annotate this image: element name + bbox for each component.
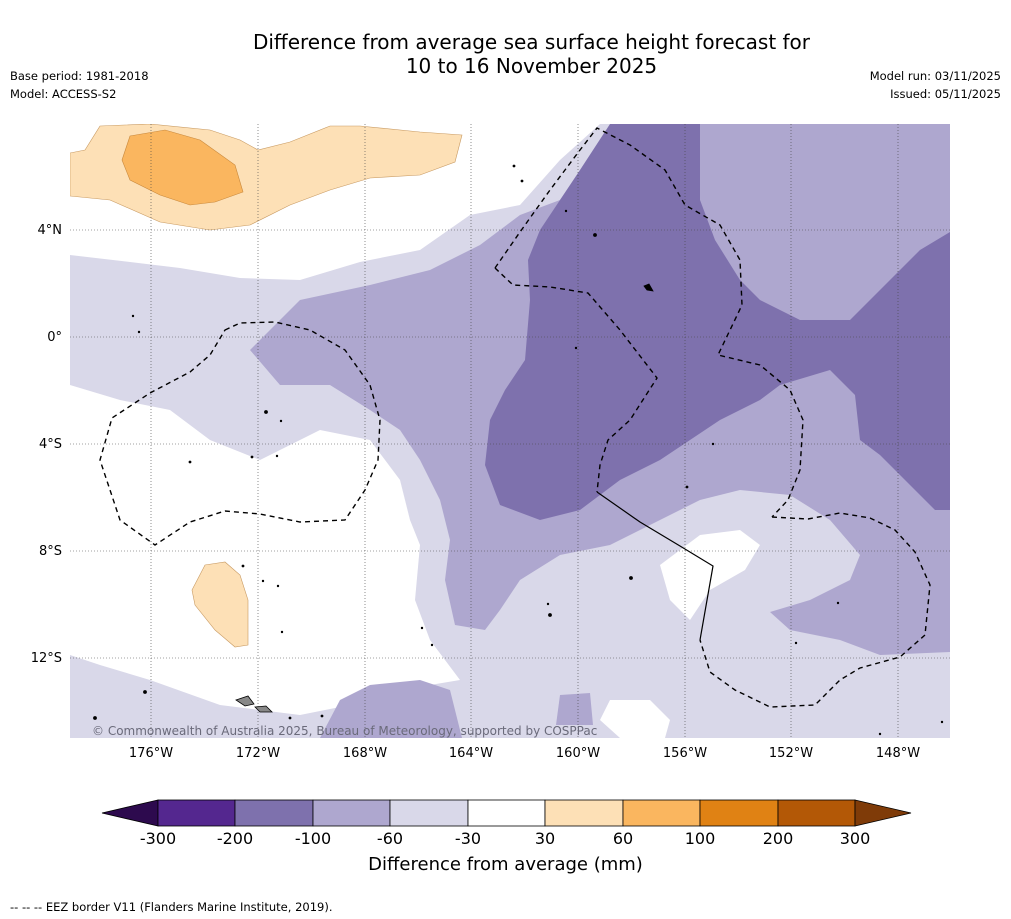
- map-contours: [70, 124, 950, 738]
- colorbar-tick-label: -30: [454, 829, 482, 848]
- colorbar-extend-low: [101, 799, 159, 827]
- model-run-text: Model run: 03/11/2025: [869, 69, 1001, 83]
- lon-label-160w: 160°W: [555, 746, 601, 761]
- colorbar-band-2: [234, 799, 314, 827]
- colorbar-tick-label: 100: [684, 829, 716, 848]
- lon-label-148w: 148°W: [875, 746, 921, 761]
- island-samoa-2: [254, 705, 273, 713]
- field-medium-orange-north: [121, 129, 244, 206]
- lat-label-4n: 4°N: [37, 223, 63, 238]
- islands: [93, 164, 944, 736]
- field-light-orange-southwest: [191, 561, 249, 648]
- field-medium-lavender-south-2: [556, 693, 593, 725]
- colorbar-tick-label: 30: [534, 829, 556, 848]
- lon-label-176w: 176°W: [128, 746, 174, 761]
- colorbar-band-9: [777, 799, 856, 827]
- title-line-2: 10 to 16 November 2025: [405, 54, 658, 78]
- lat-label-12s: 12°S: [30, 651, 62, 666]
- lon-label-164w: 164°W: [448, 746, 494, 761]
- colorbar-tick-label: 60: [612, 829, 634, 848]
- colorbar-band-7: [622, 799, 701, 827]
- colorbar-band-6: [544, 799, 624, 827]
- graticule: [70, 124, 950, 738]
- eez-border-east: [699, 512, 931, 708]
- colorbar-tick-label: 200: [762, 829, 794, 848]
- copyright-text: © Commonwealth of Australia 2025, Bureau…: [92, 724, 598, 738]
- eez-borders: [99, 127, 931, 708]
- colorbar-tick-label: 300: [839, 829, 871, 848]
- colorbar-band-5: [467, 799, 546, 827]
- title-line-1: Difference from average sea surface heig…: [252, 30, 811, 54]
- colorbar-band-8: [699, 799, 779, 827]
- colorbar-extend-high: [854, 799, 912, 827]
- base-period-text: Base period: 1981-2018: [10, 69, 149, 83]
- field-dark-lavender: [485, 124, 950, 520]
- colorbar-band-3: [312, 799, 391, 827]
- colorbar-band-1: [157, 799, 236, 827]
- colorbar-tick-label: -100: [294, 829, 332, 848]
- lon-label-152w: 152°W: [768, 746, 814, 761]
- lat-label-8s: 8°S: [38, 544, 62, 559]
- colorbar-tick-label: -300: [139, 829, 177, 848]
- eez-border-solid: [596, 491, 714, 641]
- lon-label-172w: 172°W: [235, 746, 281, 761]
- eez-border-west: [99, 321, 381, 546]
- meta-left: Base period: 1981-2018 Model: ACCESS-S2: [10, 67, 149, 103]
- eez-border-central: [494, 127, 804, 518]
- field-medium-lavender-south: [320, 680, 462, 738]
- colorbar: [101, 799, 912, 827]
- eez-footnote: -- -- -- EEZ border V11 (Flanders Marine…: [10, 900, 333, 914]
- model-text: Model: ACCESS-S2: [10, 87, 117, 101]
- colorbar-band-4: [389, 799, 469, 827]
- field-neutral-southeast: [660, 530, 760, 620]
- meta-right: Model run: 03/11/2025 Issued: 05/11/2025: [870, 67, 1001, 103]
- field-neutral-west: [70, 385, 460, 715]
- field-medium-lavender-east: [826, 124, 890, 138]
- lon-label-168w: 168°W: [342, 746, 388, 761]
- colorbar-title: Difference from average (mm): [368, 854, 643, 875]
- lon-label-156w: 156°W: [662, 746, 708, 761]
- lat-label-4s: 4°S: [38, 437, 62, 452]
- island-swains: [643, 283, 654, 292]
- issued-text: Issued: 05/11/2025: [890, 87, 1001, 101]
- lat-label-0: 0°: [47, 330, 62, 345]
- colorbar-tick-label: -200: [216, 829, 254, 848]
- chart-title: Difference from average sea surface heig…: [0, 30, 1011, 78]
- field-neutral-south: [600, 700, 670, 738]
- island-samoa-1: [235, 695, 255, 707]
- colorbar-tick-label: -60: [376, 829, 404, 848]
